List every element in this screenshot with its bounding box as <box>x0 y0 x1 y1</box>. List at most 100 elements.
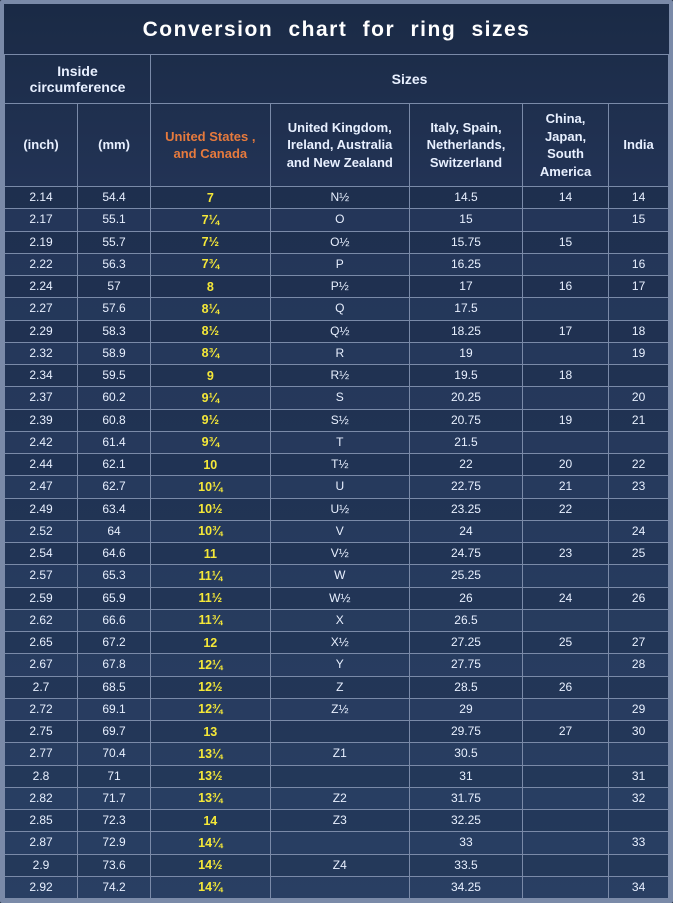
cell: 55.7 <box>78 231 151 253</box>
cell: 20 <box>609 387 669 409</box>
cell: 25.25 <box>410 565 523 587</box>
cell: 12 <box>151 632 271 654</box>
table-row: 2.8271.713¾Z231.7532 <box>5 787 669 809</box>
cell: 31 <box>410 765 523 787</box>
cell: 33.5 <box>410 854 523 876</box>
cell: 12½ <box>151 676 271 698</box>
cell: 22.75 <box>410 476 523 498</box>
cell <box>522 810 608 832</box>
cell: 19 <box>410 342 523 364</box>
cell: 11¼ <box>151 565 271 587</box>
cell: Z <box>270 676 409 698</box>
table-row: 2.526410¾V2424 <box>5 520 669 542</box>
table-row: 2.2757.68¼Q17.5 <box>5 298 669 320</box>
cell <box>522 654 608 676</box>
cell: 27 <box>609 632 669 654</box>
table-row: 2.87113½3131 <box>5 765 669 787</box>
cell: 8¾ <box>151 342 271 364</box>
cell: 2.82 <box>5 787 78 809</box>
table-row: 2.4261.49¾T21.5 <box>5 431 669 453</box>
cell: 55.1 <box>78 209 151 231</box>
cell: 64.6 <box>78 543 151 565</box>
cell: 12¼ <box>151 654 271 676</box>
table-row: 2.3760.29¼S20.2520 <box>5 387 669 409</box>
table-row: 2.24578P½171617 <box>5 276 669 298</box>
cell: 17 <box>522 320 608 342</box>
cell: 65.3 <box>78 565 151 587</box>
cell: 21.5 <box>410 431 523 453</box>
cell: 16 <box>522 276 608 298</box>
cell: 2.39 <box>5 409 78 431</box>
cell: 73.6 <box>78 854 151 876</box>
col-header-inch: (inch) <box>5 104 78 187</box>
cell: P½ <box>270 276 409 298</box>
cell: 32.25 <box>410 810 523 832</box>
cell: 60.8 <box>78 409 151 431</box>
cell: 59.5 <box>78 365 151 387</box>
cell: 2.27 <box>5 298 78 320</box>
cell <box>522 387 608 409</box>
table-row: 2.1755.17¼O1515 <box>5 209 669 231</box>
cell: Z4 <box>270 854 409 876</box>
cell: 2.22 <box>5 253 78 275</box>
cell: 18.25 <box>410 320 523 342</box>
cell: 18 <box>609 320 669 342</box>
cell: 29.75 <box>410 721 523 743</box>
cell: 64 <box>78 520 151 542</box>
table-row: 2.3960.89½S½20.751921 <box>5 409 669 431</box>
cell: 2.49 <box>5 498 78 520</box>
cell: 9¾ <box>151 431 271 453</box>
cell: 58.9 <box>78 342 151 364</box>
cell: 23 <box>609 476 669 498</box>
cell <box>522 520 608 542</box>
cell: 14 <box>609 187 669 209</box>
cell: 10¾ <box>151 520 271 542</box>
conversion-chart: Conversion chart for ring sizes Inside c… <box>0 0 673 903</box>
cell <box>522 209 608 231</box>
table-row: 2.5765.311¼W25.25 <box>5 565 669 587</box>
cell: 71.7 <box>78 787 151 809</box>
cell: 2.44 <box>5 454 78 476</box>
cell: 2.9 <box>5 854 78 876</box>
cell: 19 <box>522 409 608 431</box>
cell: 2.57 <box>5 565 78 587</box>
cell <box>522 832 608 854</box>
table-row: 2.4762.710¼U22.752123 <box>5 476 669 498</box>
cell <box>609 431 669 453</box>
cell: R½ <box>270 365 409 387</box>
cell: 26 <box>522 676 608 698</box>
cell: 67.8 <box>78 654 151 676</box>
cell: 24.75 <box>410 543 523 565</box>
table-row: 2.7770.413¼Z130.5 <box>5 743 669 765</box>
cell: 25 <box>522 632 608 654</box>
cell: 2.17 <box>5 209 78 231</box>
cell: 58.3 <box>78 320 151 342</box>
cell: T½ <box>270 454 409 476</box>
cell: 18 <box>522 365 608 387</box>
cell: X½ <box>270 632 409 654</box>
cell: 17 <box>410 276 523 298</box>
cell <box>270 765 409 787</box>
cell: 2.7 <box>5 676 78 698</box>
cell: Y <box>270 654 409 676</box>
table-row: 2.4963.410½U½23.2522 <box>5 498 669 520</box>
cell <box>522 431 608 453</box>
cell: 2.75 <box>5 721 78 743</box>
cell: 19 <box>609 342 669 364</box>
cell: 14½ <box>151 854 271 876</box>
cell <box>609 365 669 387</box>
cell: 14¼ <box>151 832 271 854</box>
cell: 32 <box>609 787 669 809</box>
cell: V <box>270 520 409 542</box>
cell: 17 <box>609 276 669 298</box>
cell: 2.34 <box>5 365 78 387</box>
cell: 67.2 <box>78 632 151 654</box>
cell: 69.7 <box>78 721 151 743</box>
cell: 31 <box>609 765 669 787</box>
cell: 22 <box>410 454 523 476</box>
cell: 26.5 <box>410 609 523 631</box>
cell: X <box>270 609 409 631</box>
cell: P <box>270 253 409 275</box>
cell: 68.5 <box>78 676 151 698</box>
cell: 26 <box>609 587 669 609</box>
